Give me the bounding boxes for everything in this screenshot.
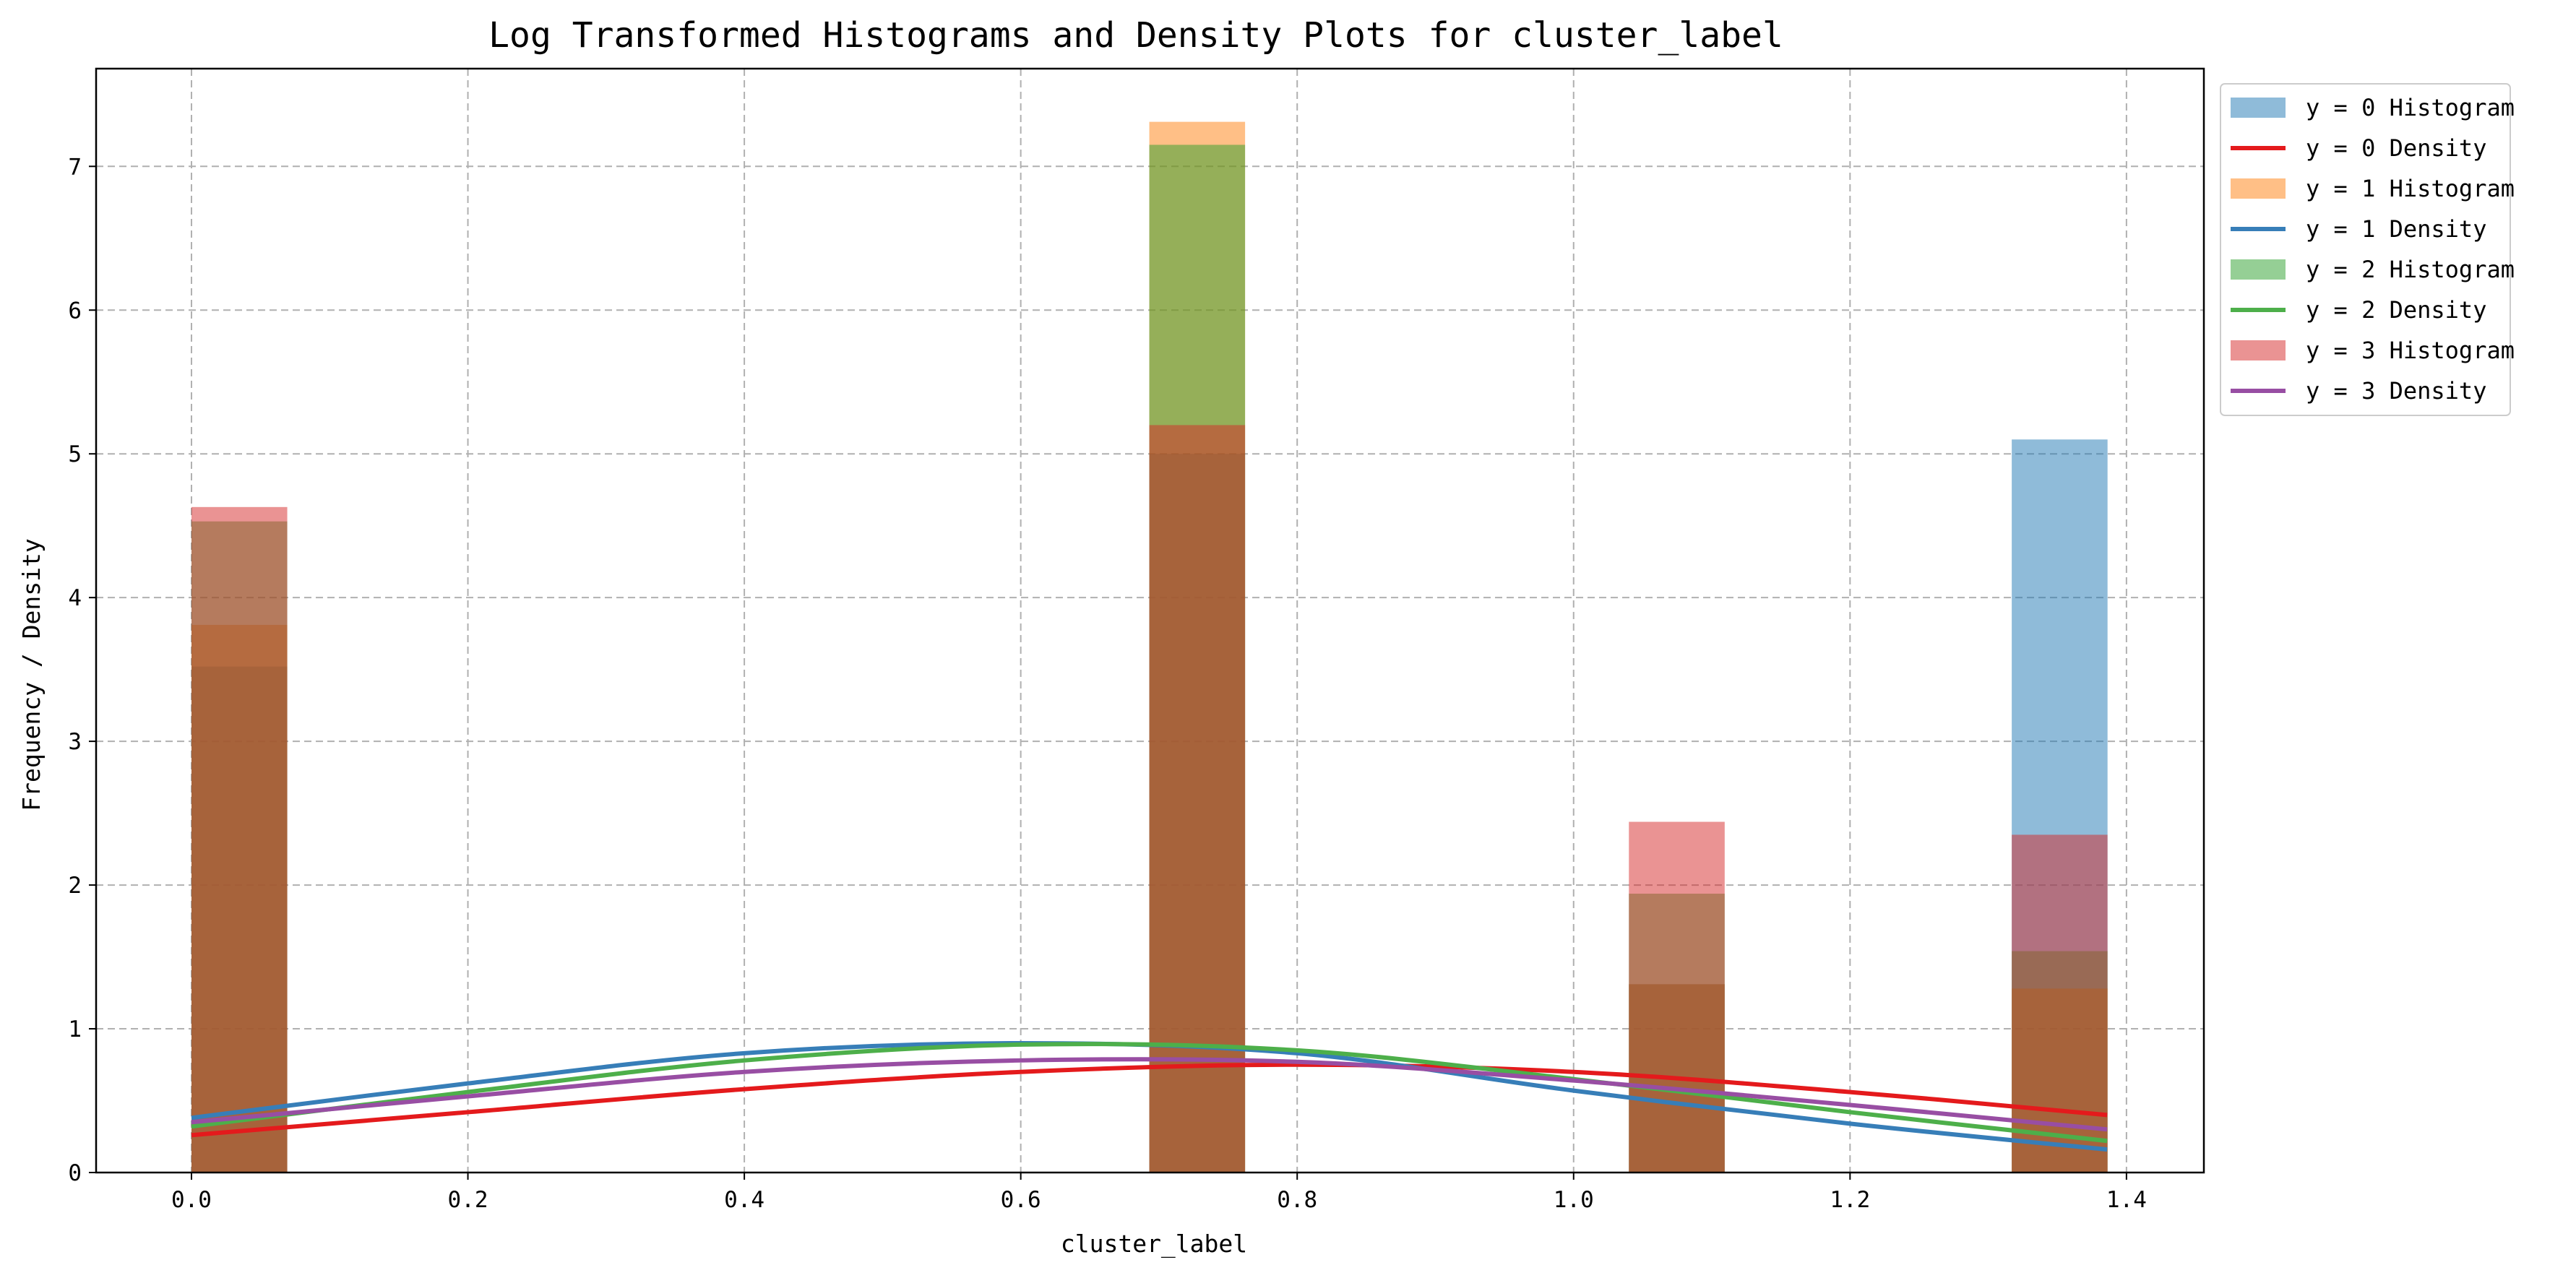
x-tick-label: 1.2	[1830, 1187, 1870, 1213]
legend-swatch	[2231, 98, 2286, 118]
y-tick-label: 2	[68, 873, 82, 899]
x-axis-ticks: 0.0 0.2 0.4 0.6 0.8 1.0 1.2 1.4	[171, 1173, 2147, 1213]
legend-swatch	[2231, 340, 2286, 360]
legend-swatch	[2231, 259, 2286, 280]
chart-title: Log Transformed Histograms and Density P…	[488, 15, 1783, 56]
legend-entry: y = 1 Histogram	[2306, 175, 2515, 202]
legend-box	[2220, 83, 2511, 416]
histogram-bar-y3	[191, 506, 288, 1173]
x-tick-label: 0.4	[724, 1187, 764, 1213]
x-axis-label: cluster_label	[1061, 1230, 1247, 1258]
legend-entry: y = 0 Histogram	[2306, 94, 2515, 121]
density-lines	[191, 1040, 2108, 1152]
y-tick-label: 3	[68, 729, 82, 755]
y-tick-label: 1	[68, 1016, 82, 1042]
y-tick-label: 0	[68, 1160, 82, 1186]
x-tick-label: 1.4	[2106, 1187, 2147, 1213]
y-axis-ticks: 0 1 2 3 4 5 6 7	[68, 154, 96, 1186]
y-tick-label: 6	[68, 298, 82, 324]
legend-entry: y = 3 Density	[2306, 377, 2486, 405]
y-tick-label: 5	[68, 441, 82, 467]
legend: y = 0 Histogram y = 0 Density y = 1 Histog…	[2220, 83, 2515, 416]
histogram-bars	[191, 121, 2108, 1173]
plot-frame	[95, 67, 2205, 1174]
x-tick-label: 0.6	[1001, 1187, 1041, 1213]
y-tick-label: 7	[68, 154, 82, 180]
legend-swatch	[2231, 178, 2286, 199]
x-tick-label: 0.8	[1277, 1187, 1317, 1213]
y-tick-label: 4	[68, 585, 82, 611]
legend-entry: y = 1 Density	[2306, 215, 2486, 243]
histogram-bar-y3	[1629, 821, 1725, 1173]
legend-entry: y = 2 Histogram	[2306, 256, 2515, 283]
density-line-y2	[191, 1042, 2108, 1144]
density-line-y3	[191, 1057, 2108, 1132]
histogram-bar-y3	[2012, 834, 2108, 1173]
x-tick-label: 0.0	[171, 1187, 212, 1213]
legend-entry: y = 0 Density	[2306, 134, 2486, 162]
legend-entry: y = 3 Histogram	[2306, 337, 2515, 364]
x-tick-label: 0.2	[448, 1187, 488, 1213]
density-line-y0	[191, 1062, 2108, 1138]
y-axis-label: Frequency / Density	[17, 538, 46, 811]
x-tick-label: 1.0	[1554, 1187, 1594, 1213]
legend-entry: y = 2 Density	[2306, 296, 2486, 324]
